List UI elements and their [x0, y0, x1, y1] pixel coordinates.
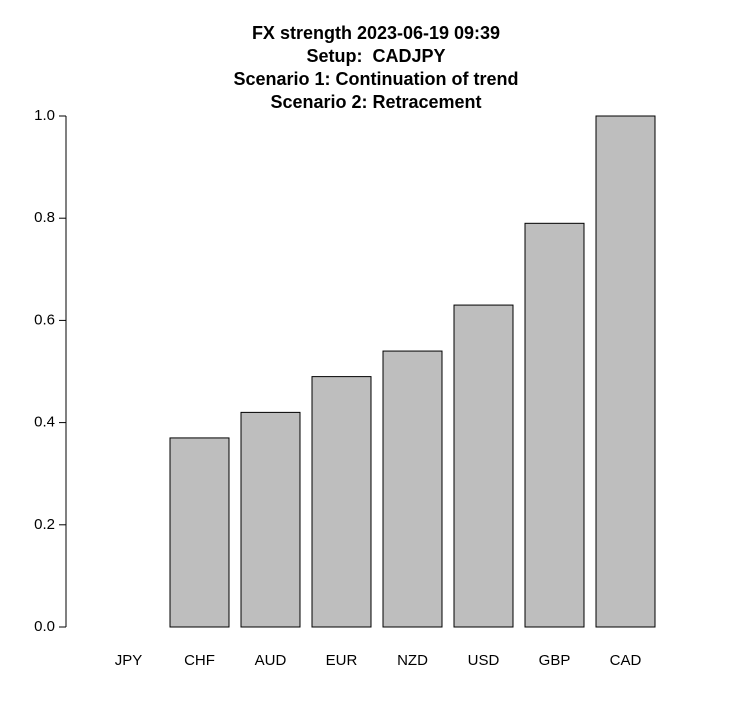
x-tick-label: NZD — [397, 652, 428, 669]
bar — [311, 376, 372, 628]
bar — [169, 437, 230, 628]
bar — [382, 350, 443, 628]
bar — [240, 411, 301, 628]
y-tick-label: 0.8 — [34, 209, 55, 226]
y-tick-label: 1.0 — [34, 107, 55, 124]
chart-title: Scenario 1: Continuation of trend — [233, 69, 518, 89]
x-tick-label: EUR — [326, 652, 358, 669]
bar — [595, 115, 656, 628]
x-tick-label: AUD — [255, 652, 287, 669]
chart-title: FX strength 2023-06-19 09:39 — [252, 23, 500, 43]
x-tick-label: GBP — [539, 652, 571, 669]
bar — [453, 304, 514, 628]
x-tick-label: JPY — [115, 652, 143, 669]
y-tick-label: 0.2 — [34, 516, 55, 533]
x-tick-label: CHF — [184, 652, 215, 669]
y-tick-label: 0.4 — [34, 414, 55, 431]
y-tick-label: 0.0 — [34, 618, 55, 635]
bar — [524, 222, 585, 628]
y-tick-label: 0.6 — [34, 311, 55, 328]
chart-title: Setup: CADJPY — [306, 46, 445, 66]
x-tick-label: USD — [468, 652, 500, 669]
x-tick-label: CAD — [610, 652, 642, 669]
chart-title: Scenario 2: Retracement — [270, 92, 481, 112]
